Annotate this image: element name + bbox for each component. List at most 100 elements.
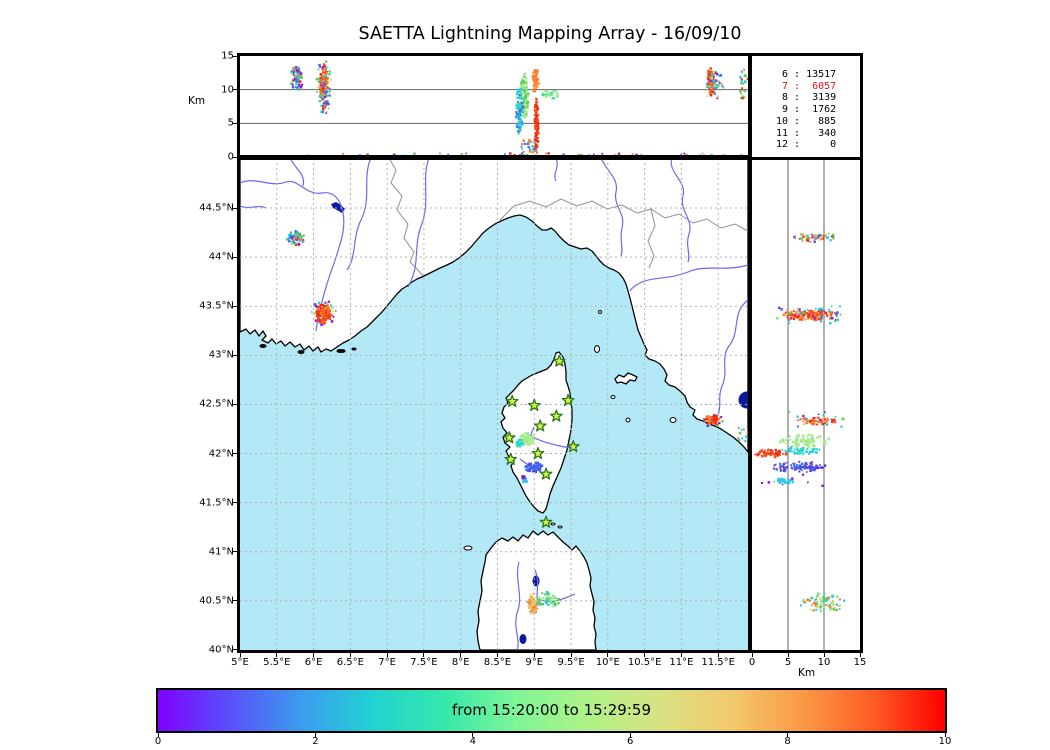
tick-mark [233,89,237,91]
small-islands [259,310,677,551]
tick-mark [314,733,316,737]
tick-mark [751,653,753,657]
tick-mark [386,653,388,657]
station-counts-box: 6 : 13517 7 : 6057 8 : 3139 9 : 1762 10 :… [749,53,863,160]
lat-tick-label: 44.5°N [199,202,234,214]
lightning-sources-lon-alt [290,60,748,157]
colorbar-tick-label: 2 [312,736,319,747]
tick-mark [157,733,159,737]
map-panel [240,158,748,650]
lon-tick-label: 6°E [304,657,323,668]
island-elba [614,372,638,385]
tick-mark [787,733,789,737]
lat-tick-label: 41.5°N [199,497,234,509]
station-star [527,398,541,411]
station-count-row: 7 : 6057 [776,80,837,92]
tick-mark [233,122,237,124]
station-count-row: 12 : 0 [776,139,837,151]
colorbar-tick-label: 8 [784,736,791,747]
lon-tick-label: 7.5°E [410,657,438,668]
station-count-row: 10 : 885 [776,115,837,127]
tick-mark [233,354,237,356]
tick-mark [823,653,825,657]
altitude-tick-label: 0 [227,151,234,163]
station-count-row: 6 : 13517 [776,69,837,80]
lon-tick-label: 11.5°E [701,657,735,668]
tick-mark [233,403,237,405]
tick-mark [233,502,237,504]
station-star [505,394,519,407]
lat-tick-label: 41°N [208,546,234,558]
lon-tick-label: 10°E [595,657,620,668]
altitude-latitude-panel [754,158,846,650]
tick-mark [787,653,789,657]
right-altitude-tick-label: 10 [817,657,831,668]
tick-mark [460,653,462,657]
lon-tick-label: 11°E [669,657,694,668]
altitude-tick-label: 5 [227,117,234,129]
right-altitude-tick-label: 0 [748,657,756,668]
tick-mark [944,733,946,737]
tick-mark [233,600,237,602]
tick-mark [239,653,241,657]
altitude-tick-label: 15 [221,50,234,62]
tick-mark [233,453,237,455]
lat-tick-label: 40°N [208,644,234,656]
lat-tick-label: 43°N [208,349,234,361]
lightning-sources-map [286,229,748,615]
lon-tick-label: 8.5°E [483,657,512,668]
country-borders [388,158,748,277]
station-star [533,419,547,432]
tick-mark [496,653,498,657]
map-graticule [240,158,748,650]
tick-mark [233,55,237,57]
colorbar-tick-label: 10 [938,736,952,747]
tick-mark [276,653,278,657]
lat-tick-label: 40.5°N [199,595,234,607]
altitude-gridlines [240,89,748,124]
colorbar: from 15:20:00 to 15:29:59 [156,688,947,733]
lightning-sources-alt-lat [754,232,846,613]
tick-mark [423,653,425,657]
lon-tick-label: 8°E [451,657,470,668]
coastline-corsica [500,351,573,514]
lma-stations [502,354,580,528]
tick-mark [233,207,237,209]
right-altitude-tick-label: 5 [784,657,792,668]
tick-mark [233,649,237,651]
lat-tick-label: 42°N [208,448,234,460]
tick-mark [629,733,631,737]
lon-tick-label: 5.5°E [263,657,291,668]
station-star [502,431,516,444]
station-count-row: 9 : 1762 [776,104,837,116]
lon-tick-label: 6.5°E [336,657,364,668]
lat-tick-label: 43.5°N [199,300,234,312]
altitude-longitude-panel [240,60,748,157]
tick-mark [717,653,719,657]
station-star [566,440,580,453]
tick-mark [472,733,474,737]
colorbar-tick-label: 4 [469,736,476,747]
station-star [549,409,563,422]
station-star [552,354,566,367]
top-y-axis-label: Km [188,95,206,107]
plot-title: SAETTA Lightning Mapping Array - 16/09/1… [358,24,742,44]
altitude-gridlines-right [787,158,825,650]
lat-tick-label: 44°N [208,251,234,263]
station-star [504,452,518,465]
station-star [561,393,575,407]
station-counts-rows: 6 : 13517 7 : 6057 8 : 3139 9 : 1762 10 :… [752,56,860,151]
tick-mark [233,256,237,258]
tick-mark [607,653,609,657]
colorbar-tick-label: 0 [154,736,162,747]
tick-mark [680,653,682,657]
coastline-sardinia [476,530,597,650]
lat-tick-label: 42.5°N [199,398,234,410]
station-star [531,446,545,460]
lon-tick-label: 9°E [525,657,544,668]
lon-tick-label: 5°E [231,657,249,668]
tick-mark [233,156,237,158]
tick-mark [349,653,351,657]
tick-mark [570,653,572,657]
